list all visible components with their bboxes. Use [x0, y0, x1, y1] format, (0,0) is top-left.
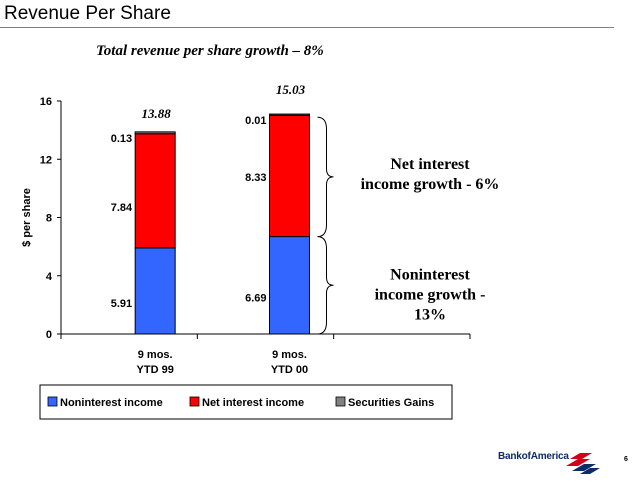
page-number: 6: [624, 456, 628, 463]
page-title: Revenue Per Share: [4, 3, 171, 24]
bar-net-interest-income: [269, 114, 310, 238]
data-label: 0.01: [245, 115, 266, 127]
y-tick-label: 12: [40, 154, 52, 166]
legend-swatch: [335, 396, 346, 407]
title-divider: [0, 27, 614, 28]
annotation-net-interest-growth: income growth - 6%: [361, 176, 500, 193]
legend-entry: Net interest income: [202, 397, 304, 409]
brace-noninterest: [317, 236, 334, 335]
chart-legend: Noninterest income Net interest income Sec…: [39, 384, 453, 420]
bank-of-america-logo: BankofAmerica: [498, 450, 602, 476]
bar-securities-gains: [269, 113, 310, 116]
bar-total-label: 15.03: [276, 82, 306, 97]
y-tick-label: 8: [46, 213, 52, 225]
data-label: 8.33: [245, 172, 266, 184]
data-label: 7.84: [111, 202, 133, 214]
x-tick-label: 9 mos.: [138, 349, 173, 361]
annotation-braces: Net interest income growth - 6% Noninteres…: [317, 116, 500, 335]
y-tick-label: 0: [46, 329, 52, 341]
legend-box: [39, 384, 453, 420]
annotation-noninterest-growth: 13%: [414, 306, 446, 323]
annotation-noninterest-growth: Noninterest: [390, 266, 470, 283]
bar-securities-gains: [134, 131, 176, 135]
chart-labels: 5.91 7.84 0.13 13.88 9 mos. YTD 99 6.69 8.33 0.0…: [111, 82, 308, 376]
data-label: 5.91: [111, 298, 132, 310]
logo-text: BankofAmerica: [498, 451, 569, 462]
bar-net-interest-income: [134, 133, 176, 249]
bar-total-label: 13.88: [142, 106, 172, 121]
bar-noninterest-income: [134, 247, 176, 335]
data-label: 0.13: [111, 133, 132, 145]
bar-noninterest-income: [269, 236, 310, 335]
flag-icon: [566, 453, 600, 474]
y-axis-label: $ per share: [21, 188, 33, 247]
x-tick-label: YTD 99: [137, 364, 174, 376]
x-tick-label: 9 mos.: [272, 349, 307, 361]
annotation-net-interest-growth: Net interest: [390, 156, 470, 173]
chart-subtitle: Total revenue per share growth – 8%: [96, 43, 324, 59]
y-tick-label: 4: [46, 271, 53, 283]
chart-axes: 0 4 8 12 16 $ per share: [21, 96, 471, 341]
legend-swatch: [189, 396, 200, 407]
legend-swatch: [47, 396, 58, 407]
data-label: 6.69: [245, 292, 266, 304]
x-tick-label: YTD 00: [271, 364, 308, 376]
legend-entry: Securities Gains: [348, 397, 434, 409]
chart-bars: [134, 113, 310, 335]
y-tick-label: 16: [40, 96, 52, 108]
legend-entry: Noninterest income: [60, 397, 163, 409]
brace-net-interest: [317, 116, 334, 238]
annotation-noninterest-growth: income growth -: [375, 286, 486, 303]
